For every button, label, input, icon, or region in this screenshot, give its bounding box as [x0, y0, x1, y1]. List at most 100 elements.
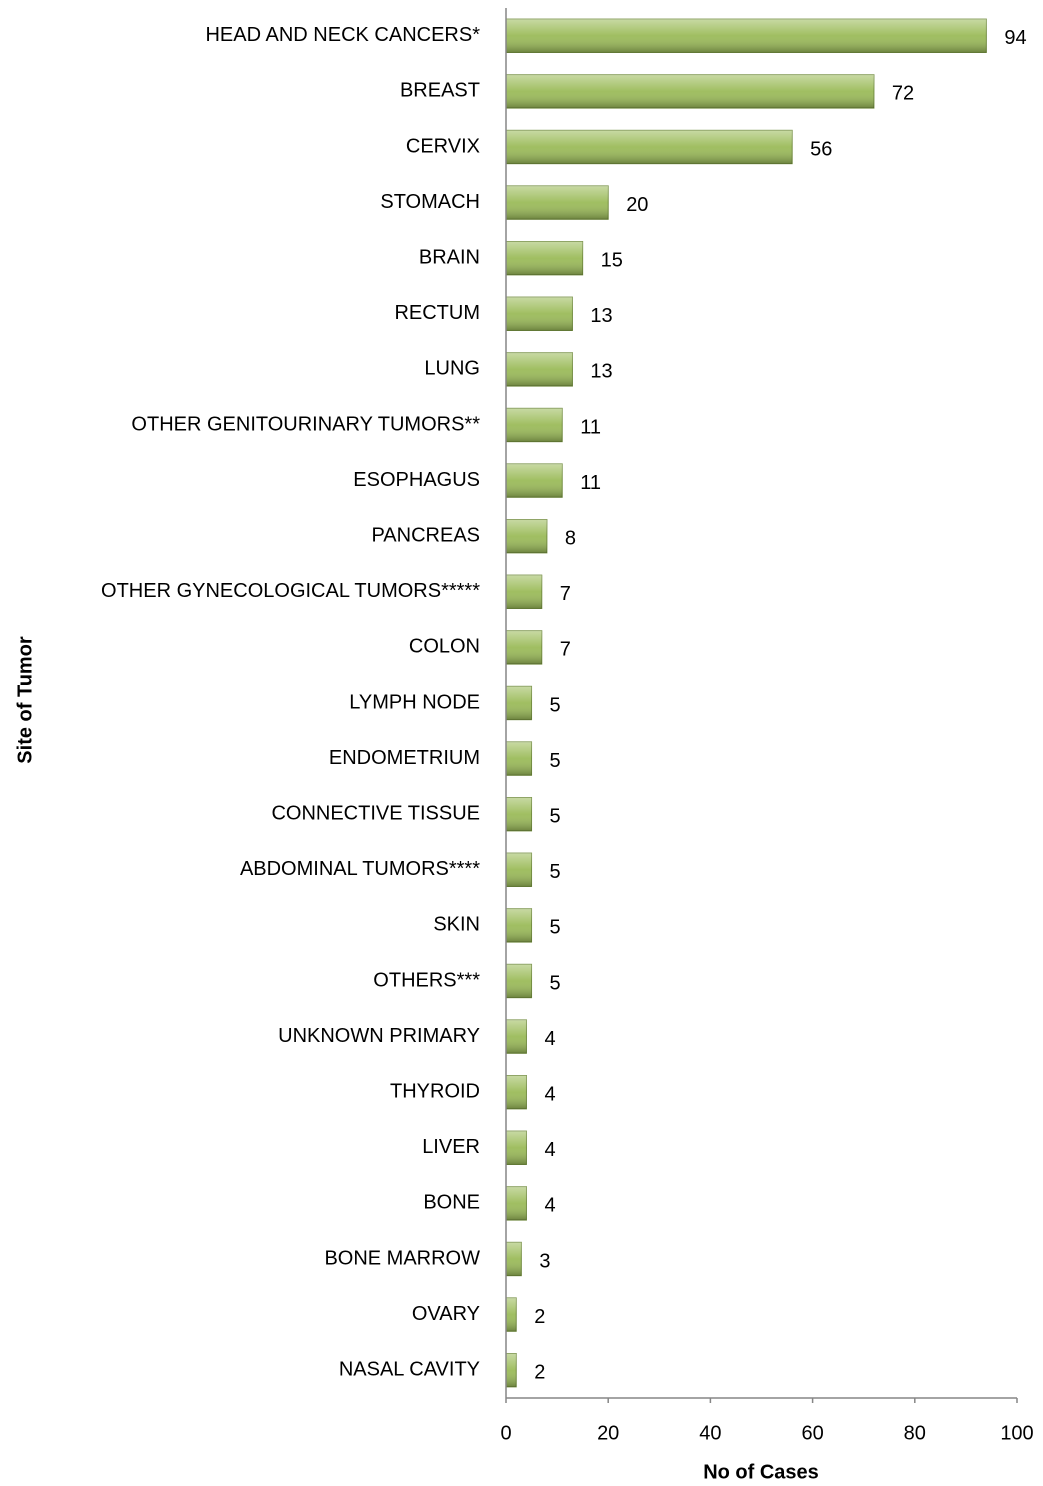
bar	[505, 1019, 527, 1054]
bar-group	[505, 1130, 527, 1165]
bar-group	[505, 963, 533, 999]
value-label: 94	[1004, 27, 1026, 49]
value-label: 11	[580, 472, 601, 494]
bar	[505, 463, 563, 498]
value-label: 4	[544, 1028, 555, 1050]
value-label: 5	[550, 861, 561, 883]
y-tick-label: OTHERS***	[373, 969, 480, 991]
bar	[505, 1130, 527, 1165]
bar	[505, 241, 584, 276]
bar-group	[505, 574, 543, 609]
value-label: 15	[601, 249, 623, 271]
value-label: 8	[565, 527, 576, 549]
bar-group	[505, 852, 533, 887]
value-label: 72	[892, 83, 914, 105]
value-label: 7	[560, 639, 571, 661]
value-label: 13	[590, 305, 612, 327]
y-tick-label: BRAIN	[419, 246, 480, 268]
y-tick-label: SKIN	[433, 914, 480, 936]
bar-group	[505, 185, 609, 220]
bar	[505, 1353, 517, 1388]
value-label: 5	[550, 694, 561, 716]
bar	[505, 574, 543, 609]
y-tick-label: RECTUM	[394, 302, 480, 324]
bar-group	[505, 241, 584, 276]
x-axis-title: No of Cases	[703, 1461, 819, 1483]
value-label: 20	[626, 194, 648, 216]
y-tick-label: THYROID	[390, 1080, 480, 1102]
y-tick-label: BONE	[423, 1192, 480, 1214]
y-tick-label: OTHER GENITOURINARY TUMORS**	[131, 413, 480, 435]
y-tick-label: LUNG	[424, 358, 480, 380]
bar-group	[505, 352, 573, 387]
bar	[505, 741, 533, 776]
bar	[505, 797, 533, 832]
value-label: 4	[544, 1195, 555, 1217]
y-tick-label: CERVIX	[406, 135, 480, 157]
bar	[505, 1186, 527, 1221]
bar	[505, 963, 533, 999]
y-tick-label: OTHER GYNECOLOGICAL TUMORS*****	[101, 580, 480, 602]
y-tick-label: BREAST	[400, 80, 480, 102]
y-axis-title: Site of Tumor	[14, 636, 36, 764]
x-tick-label: 40	[699, 1422, 721, 1444]
bar	[505, 352, 573, 387]
bar-group	[505, 18, 987, 53]
bar-group	[505, 1186, 527, 1221]
value-label: 2	[534, 1306, 545, 1328]
bar	[505, 1075, 527, 1110]
y-tick-label: LIVER	[422, 1136, 480, 1158]
x-tick-label: 20	[597, 1422, 619, 1444]
bar	[505, 407, 563, 443]
bar-group	[505, 463, 563, 498]
bar-group	[505, 741, 533, 776]
bar	[505, 630, 543, 665]
value-label: 7	[560, 583, 571, 605]
value-label: 3	[539, 1250, 550, 1272]
value-label: 4	[544, 1139, 555, 1161]
bar	[505, 1297, 517, 1332]
bar-group	[505, 1075, 527, 1110]
x-tick-label: 60	[801, 1422, 823, 1444]
y-tick-label: NASAL CAVITY	[339, 1358, 480, 1380]
bar-group	[505, 908, 533, 943]
bar-group	[505, 1241, 522, 1277]
bar	[505, 185, 609, 220]
bar	[505, 296, 573, 331]
value-label: 13	[590, 361, 612, 383]
y-tick-label: ESOPHAGUS	[353, 469, 480, 491]
bar-group	[505, 1297, 517, 1332]
bar	[505, 74, 875, 109]
y-tick-label: ABDOMINAL TUMORS****	[240, 858, 480, 880]
bar-group	[505, 1019, 527, 1054]
bar	[505, 519, 548, 554]
y-tick-label: ENDOMETRIUM	[329, 747, 480, 769]
bar	[505, 685, 533, 721]
y-tick-label: HEAD AND NECK CANCERS*	[205, 24, 480, 46]
bar	[505, 852, 533, 887]
bar-group	[505, 407, 563, 443]
x-tick-label: 80	[904, 1422, 926, 1444]
x-tick-label: 100	[1000, 1422, 1033, 1444]
bar-group	[505, 74, 875, 109]
value-label: 4	[544, 1083, 555, 1105]
value-label: 5	[550, 805, 561, 827]
bar-group	[505, 129, 793, 165]
bar-group	[505, 1353, 517, 1388]
y-tick-label: PANCREAS	[371, 524, 480, 546]
y-tick-label: CONNECTIVE TISSUE	[271, 802, 480, 824]
bar-group	[505, 630, 543, 665]
bar	[505, 129, 793, 165]
bar	[505, 18, 987, 53]
bar	[505, 1241, 522, 1277]
value-label: 5	[550, 917, 561, 939]
bar-group	[505, 519, 548, 554]
x-tick-label: 0	[500, 1422, 511, 1444]
value-label: 56	[810, 138, 832, 160]
bar-group	[505, 685, 533, 721]
bar	[505, 908, 533, 943]
value-label: 2	[534, 1361, 545, 1383]
y-tick-label: BONE MARROW	[324, 1247, 480, 1269]
value-label: 11	[580, 416, 601, 438]
